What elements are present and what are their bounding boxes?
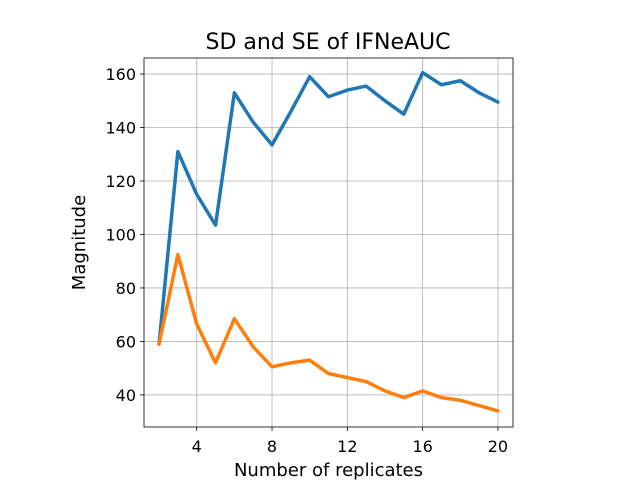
grid: [144, 58, 513, 427]
x-tick-label: 12: [337, 437, 357, 456]
y-tick-label: 160: [105, 65, 136, 84]
y-tick-label: 60: [116, 332, 136, 351]
series-line-2: [157, 252, 500, 413]
y-tick-label: 120: [105, 172, 136, 191]
plot-frame: [143, 57, 514, 428]
x-tick-label: 20: [488, 437, 508, 456]
x-axis-label: Number of replicates: [234, 460, 423, 480]
y-tick-label: 140: [105, 119, 136, 138]
y-tick-label: 80: [116, 279, 136, 298]
axis-ticks: 4 8 12 16 20 40 60 80 100 120 140 160: [105, 65, 508, 456]
y-tick-label: 40: [116, 386, 136, 405]
y-tick-label: 100: [105, 225, 136, 244]
series-lines: [157, 70, 500, 413]
x-tick-label: 8: [267, 437, 277, 456]
chart-title: SD and SE of IFNeAUC: [206, 30, 451, 55]
series-line-1: [157, 70, 500, 346]
x-tick-label: 4: [192, 437, 202, 456]
x-tick-label: 16: [412, 437, 432, 456]
y-axis-label: Magnitude: [69, 195, 90, 290]
